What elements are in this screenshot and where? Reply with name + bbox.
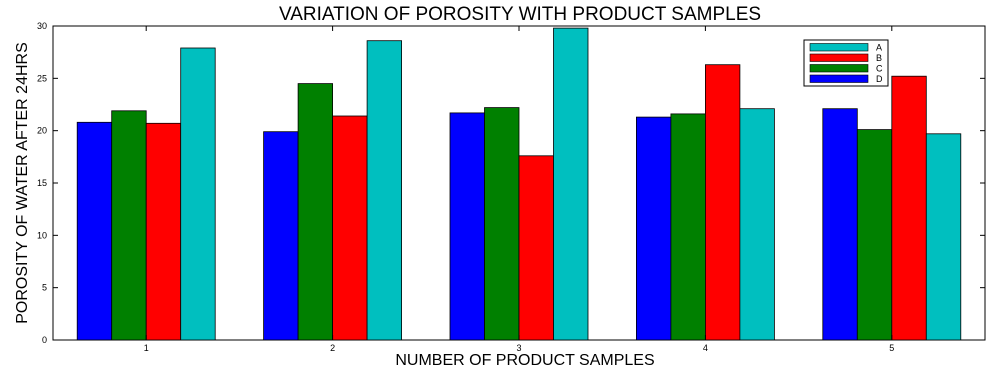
legend-swatch-C bbox=[809, 64, 869, 73]
bar-D-1 bbox=[76, 121, 113, 341]
bar-C-4 bbox=[670, 113, 706, 341]
chart-title: VARIATION OF POROSITY WITH PRODUCT SAMPL… bbox=[279, 4, 761, 25]
y-axis-label: POROSITY OF WATER AFTER 24HRS bbox=[14, 42, 31, 324]
bar-B-3 bbox=[518, 155, 554, 341]
y-tick-label: 0 bbox=[42, 335, 47, 345]
y-tick-label: 5 bbox=[42, 283, 47, 293]
legend-swatch-B bbox=[809, 53, 869, 62]
legend-swatch-D bbox=[809, 74, 869, 83]
legend-label-D: D bbox=[876, 74, 883, 84]
bar-A-5 bbox=[925, 133, 962, 341]
bar-B-5 bbox=[891, 75, 927, 341]
y-tick-label: 25 bbox=[37, 73, 47, 83]
bar-B-1 bbox=[145, 122, 182, 341]
legend-swatch-A bbox=[809, 43, 869, 52]
bar-D-3 bbox=[449, 112, 485, 341]
bar-A-1 bbox=[180, 47, 216, 341]
bar-A-4 bbox=[739, 108, 775, 341]
y-tick-label: 15 bbox=[37, 178, 47, 188]
bar-C-2 bbox=[297, 83, 334, 341]
legend-label-B: B bbox=[876, 53, 882, 63]
x-tick-label: 1 bbox=[144, 343, 149, 353]
x-tick-label: 2 bbox=[330, 343, 335, 353]
y-tick-label: 30 bbox=[37, 21, 47, 31]
y-tick-label: 20 bbox=[37, 126, 47, 136]
x-tick-label: 3 bbox=[516, 343, 521, 353]
bar-D-4 bbox=[636, 116, 672, 341]
bar-D-2 bbox=[263, 131, 299, 341]
legend-label-C: C bbox=[876, 64, 883, 74]
bar-B-4 bbox=[705, 64, 741, 341]
bar-A-3 bbox=[553, 27, 589, 341]
x-tick-label: 4 bbox=[703, 343, 708, 353]
x-axis-label: NUMBER OF PRODUCT SAMPLES bbox=[395, 352, 654, 369]
bar-A-2 bbox=[366, 40, 403, 341]
bar-B-2 bbox=[332, 115, 368, 341]
legend-label-A: A bbox=[876, 43, 882, 53]
bar-D-5 bbox=[822, 108, 858, 341]
bar-C-3 bbox=[484, 107, 520, 341]
bar-C-1 bbox=[111, 110, 147, 341]
x-tick-label: 5 bbox=[889, 343, 894, 353]
bar-C-5 bbox=[856, 129, 893, 341]
y-tick-label: 10 bbox=[37, 230, 47, 240]
